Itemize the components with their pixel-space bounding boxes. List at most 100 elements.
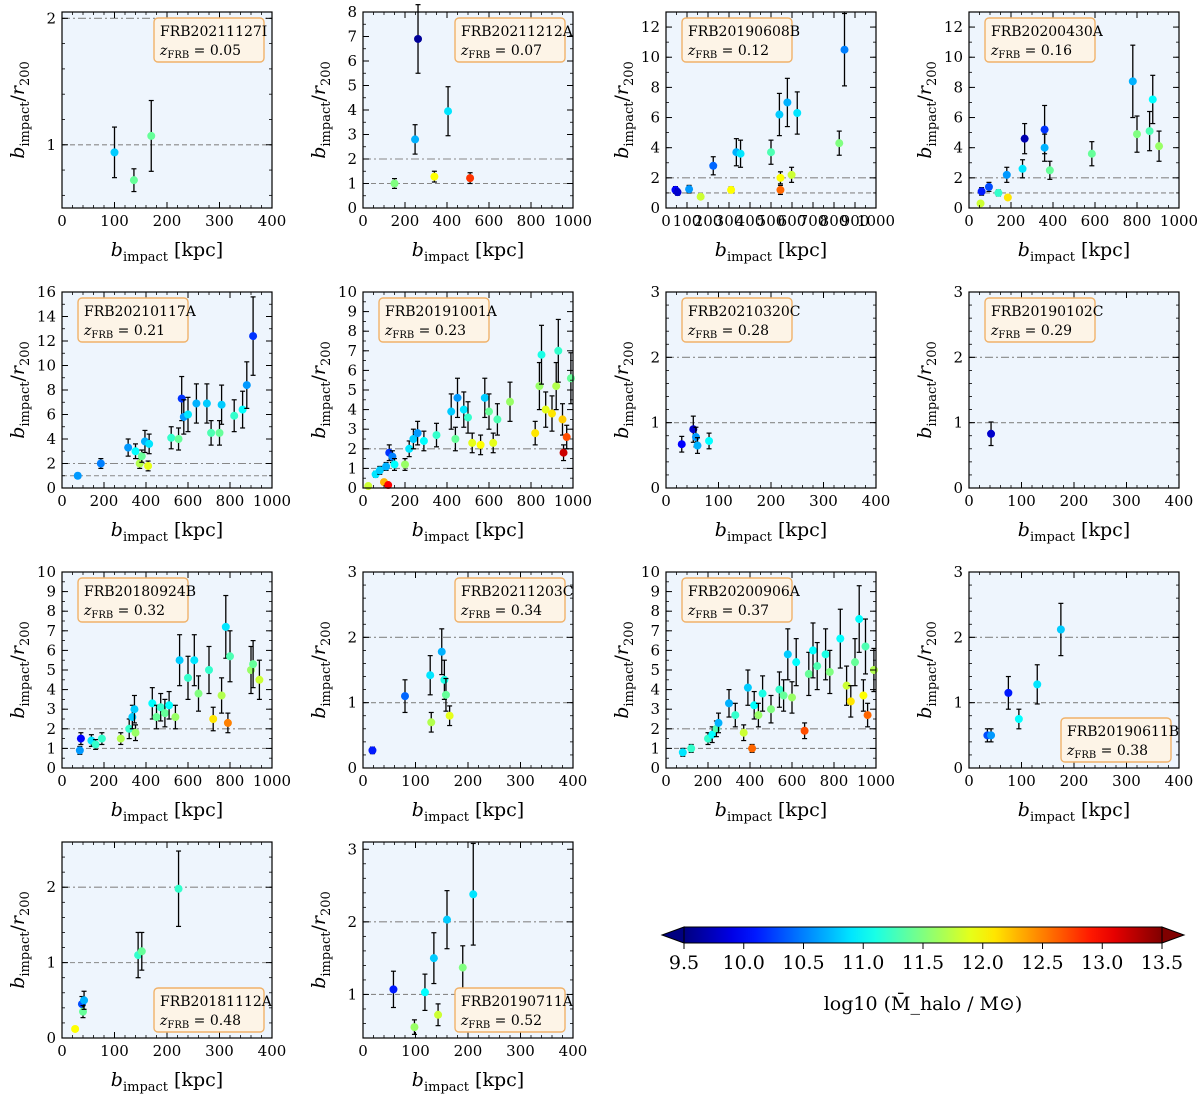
colorbar-tick-label: 9.5 bbox=[669, 952, 699, 974]
x-tick-label: 1000 bbox=[1160, 212, 1198, 230]
x-tick-label: 400 bbox=[433, 212, 462, 230]
y-tick-label: 2 bbox=[650, 720, 660, 738]
data-point bbox=[731, 711, 740, 720]
data-point bbox=[73, 471, 82, 480]
y-tick-label: 1 bbox=[46, 136, 56, 154]
x-tick-label: 800 bbox=[216, 772, 245, 790]
data-point bbox=[129, 176, 138, 185]
x-axis-label: bimpact [kpc] bbox=[412, 519, 524, 545]
data-point bbox=[1033, 680, 1042, 689]
data-point bbox=[480, 393, 489, 402]
data-point bbox=[537, 350, 546, 359]
x-tick-label: 1000 bbox=[554, 212, 592, 230]
data-point bbox=[427, 718, 436, 727]
x-tick-label: 1000 bbox=[857, 212, 895, 230]
x-tick-label: 100 bbox=[100, 212, 129, 230]
y-tick-label: 2 bbox=[46, 455, 56, 473]
data-point bbox=[804, 669, 813, 678]
y-tick-label: 6 bbox=[46, 641, 56, 659]
data-point bbox=[174, 435, 183, 443]
x-tick-label: 200 bbox=[1060, 772, 1089, 790]
y-tick-label: 2 bbox=[347, 150, 357, 168]
y-tick-label: 4 bbox=[650, 139, 660, 157]
data-point bbox=[205, 666, 213, 674]
x-tick-label: 600 bbox=[475, 212, 504, 230]
colorbar-tick-label: 13.5 bbox=[1141, 952, 1183, 974]
y-tick-label: 8 bbox=[46, 602, 56, 620]
data-point bbox=[851, 658, 859, 667]
y-tick-label: 7 bbox=[347, 342, 357, 360]
x-axis-label: bimpact [kpc] bbox=[1018, 799, 1130, 825]
y-tick-label: 1 bbox=[650, 414, 660, 432]
x-tick-label: 400 bbox=[862, 492, 891, 510]
data-point bbox=[748, 744, 757, 753]
colorbar-tick-label: 12.5 bbox=[1021, 952, 1063, 974]
x-tick-label: 200 bbox=[454, 772, 483, 790]
y-tick-label: 10 bbox=[338, 283, 357, 301]
data-point bbox=[776, 185, 785, 194]
data-points bbox=[678, 585, 878, 757]
y-tick-label: 14 bbox=[37, 308, 56, 326]
data-point bbox=[673, 188, 682, 197]
data-point bbox=[1148, 95, 1157, 104]
panel-FRB20210320C: 0 100 200 300 400 0 1 2 3 bimpact [kpc] bimpact/r2… bbox=[611, 283, 890, 545]
data-point bbox=[148, 699, 157, 708]
data-point bbox=[401, 692, 409, 701]
data-point bbox=[559, 448, 568, 457]
x-axis-label: bimpact [kpc] bbox=[111, 239, 223, 265]
x-tick-label: 600 bbox=[174, 492, 203, 510]
x-tick-label: 200 bbox=[153, 212, 182, 230]
data-point bbox=[405, 444, 414, 453]
data-point bbox=[779, 691, 788, 700]
x-axis-label: bimpact [kpc] bbox=[715, 519, 827, 545]
data-point bbox=[531, 429, 540, 438]
data-point bbox=[130, 705, 139, 714]
data-point bbox=[725, 699, 733, 708]
x-tick-label: 400 bbox=[132, 492, 161, 510]
data-point bbox=[215, 428, 224, 437]
data-point bbox=[451, 435, 460, 443]
data-point bbox=[426, 671, 435, 680]
x-tick-label: 300 bbox=[1112, 772, 1141, 790]
frb-label-box: FRB20211127I zFRB = 0.05 bbox=[153, 17, 267, 63]
y-tick-label: 4 bbox=[46, 430, 56, 448]
data-point bbox=[390, 179, 399, 188]
frb-label-box: FRB20181112A zFRB = 0.48 bbox=[153, 987, 273, 1033]
data-point bbox=[562, 433, 571, 442]
data-point bbox=[554, 346, 563, 355]
frb-name: FRB20190102C bbox=[991, 304, 1104, 320]
data-point bbox=[813, 662, 822, 671]
y-tick-label: 10 bbox=[37, 563, 56, 581]
data-point bbox=[783, 98, 792, 107]
data-point bbox=[202, 399, 211, 408]
frb-name: FRB20181112A bbox=[160, 994, 273, 1010]
y-tick-label: 3 bbox=[650, 700, 660, 718]
data-point bbox=[558, 415, 567, 424]
frb-redshift: zFRB = 0.12 bbox=[687, 43, 769, 61]
y-axis-label: bimpact/r200 bbox=[611, 341, 637, 439]
data-point bbox=[1002, 170, 1011, 179]
data-point bbox=[152, 713, 161, 722]
data-point bbox=[91, 740, 100, 749]
data-point bbox=[255, 675, 264, 684]
frb-label-box: FRB20210320C zFRB = 0.28 bbox=[681, 297, 801, 343]
label-box-bg bbox=[984, 17, 1096, 63]
y-tick-label: 8 bbox=[953, 78, 963, 96]
y-tick-label: 2 bbox=[347, 440, 357, 458]
y-axis-label: bimpact/r200 bbox=[308, 621, 334, 719]
data-point bbox=[535, 382, 544, 391]
frb-redshift: zFRB = 0.21 bbox=[83, 323, 165, 341]
x-tick-label: 100 bbox=[401, 1042, 430, 1060]
y-tick-label: 1 bbox=[953, 414, 963, 432]
data-point bbox=[110, 148, 119, 157]
data-point bbox=[80, 996, 89, 1005]
data-point bbox=[1133, 130, 1141, 139]
data-point bbox=[124, 443, 133, 452]
data-point bbox=[419, 436, 428, 445]
y-tick-label: 5 bbox=[347, 381, 357, 399]
frb-name: FRB20210320C bbox=[688, 304, 801, 320]
data-points bbox=[110, 99, 156, 193]
data-point bbox=[116, 734, 125, 743]
data-point bbox=[414, 34, 423, 43]
